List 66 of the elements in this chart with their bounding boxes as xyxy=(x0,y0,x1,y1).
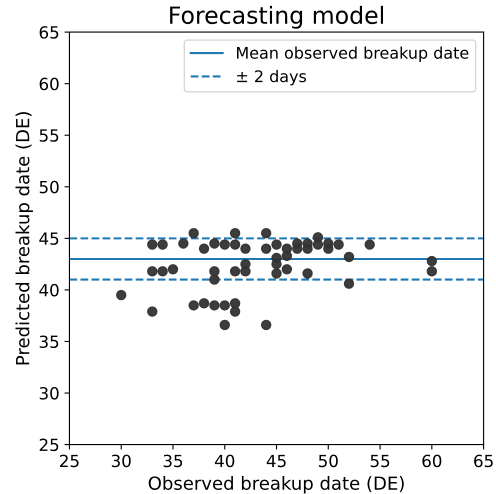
point xyxy=(209,300,220,311)
x-tick-label: 50 xyxy=(318,454,338,468)
y-tick-label: 65 xyxy=(40,26,58,39)
point xyxy=(230,228,240,238)
y-tick-label: 50 xyxy=(40,180,59,194)
point xyxy=(230,306,240,317)
x-tick-label: 25 xyxy=(60,454,79,468)
point xyxy=(302,268,313,279)
y-tick-label: 45 xyxy=(39,232,58,245)
point xyxy=(282,250,292,262)
point xyxy=(333,239,344,250)
legend-label: Mean observed breakup date xyxy=(237,46,468,62)
legend-label: ± 2 days xyxy=(237,70,306,86)
point xyxy=(292,243,302,254)
point xyxy=(260,320,272,330)
point xyxy=(240,243,251,254)
point xyxy=(209,238,220,249)
point xyxy=(147,266,158,277)
y-tick-label: 35 xyxy=(40,335,58,348)
point xyxy=(271,239,282,250)
point xyxy=(230,239,240,250)
x-tick-label: 35 xyxy=(164,454,182,468)
point xyxy=(198,298,210,309)
point xyxy=(426,266,438,277)
x-tick-label: 30 xyxy=(112,454,131,468)
y-tick-label: 25 xyxy=(40,438,58,452)
point xyxy=(312,239,324,250)
y-axis-title: Predicted breakup date (DE) xyxy=(15,112,33,364)
point xyxy=(240,266,251,277)
point xyxy=(271,268,282,279)
point xyxy=(220,239,230,250)
point xyxy=(147,239,158,250)
point xyxy=(426,256,438,266)
x-tick-label: 60 xyxy=(422,454,442,468)
point xyxy=(220,320,230,330)
point xyxy=(344,252,354,262)
chart-title: Forecasting model xyxy=(170,6,384,29)
point xyxy=(302,243,313,254)
point xyxy=(157,239,168,250)
point xyxy=(147,306,158,317)
x-axis-title: Observed breakup date (DE) xyxy=(148,476,404,494)
point xyxy=(282,264,292,274)
x-tick-label: 40 xyxy=(214,454,234,468)
y-tick-label: 30 xyxy=(40,387,59,400)
x-tick-label: 45 xyxy=(266,454,286,468)
point xyxy=(344,278,354,289)
point xyxy=(230,266,240,277)
point xyxy=(188,300,199,311)
point xyxy=(168,264,178,274)
point xyxy=(220,300,230,311)
point xyxy=(157,266,168,277)
point xyxy=(198,243,210,254)
y-tick-label: 40 xyxy=(39,284,59,296)
y-tick-label: 55 xyxy=(40,129,58,142)
x-tick-label: 55 xyxy=(370,454,390,468)
y-tick-label: 60 xyxy=(40,78,59,90)
x-tick-label: 65 xyxy=(474,454,493,468)
point xyxy=(116,290,126,300)
point xyxy=(271,258,282,270)
point xyxy=(364,239,375,250)
point xyxy=(188,228,199,238)
point xyxy=(260,228,272,238)
point xyxy=(260,243,272,254)
point xyxy=(323,243,334,254)
point xyxy=(178,238,189,249)
point xyxy=(209,274,220,285)
